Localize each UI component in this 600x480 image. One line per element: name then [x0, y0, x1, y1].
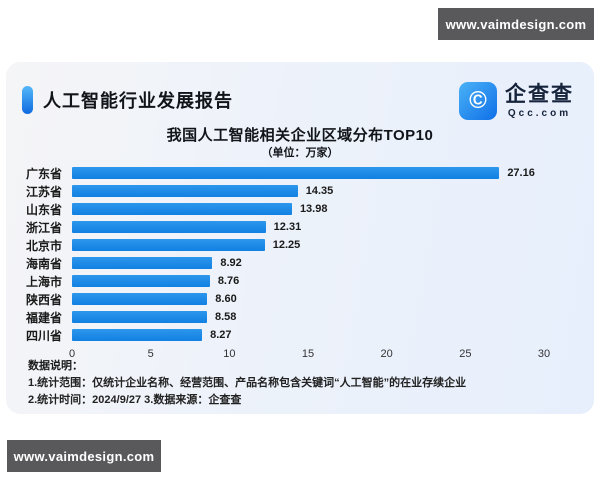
qcc-logo-text: 企查查 Qcc.com: [505, 84, 574, 119]
notes-line-2: 2.统计时间：2024/9/27 3.数据来源：企查查: [28, 394, 242, 406]
title-accent-bar: [22, 86, 33, 114]
x-axis-tick-label: 0: [68, 348, 76, 360]
bar-row: 北京市 12.25: [26, 236, 584, 254]
card-header: 人工智能行业发展报告 © 企查查 Qcc.com: [22, 82, 578, 120]
qcc-logo: © 企查查 Qcc.com: [459, 82, 574, 120]
x-axis-tick-label: 25: [459, 348, 472, 360]
watermark-top-text: www.vaimdesign.com: [445, 16, 587, 32]
bar-value-label: 8.58: [214, 311, 237, 323]
bar: [72, 257, 213, 269]
bar-value-label: 8.92: [220, 257, 242, 269]
bar-track: 8.92: [72, 257, 544, 269]
notes-heading: 数据说明：: [28, 360, 83, 372]
bar: [72, 221, 266, 233]
bar-track: 8.60: [72, 293, 544, 305]
bar-row: 海南省 8.92: [26, 254, 584, 272]
bar-category-label: 江苏省: [26, 184, 63, 199]
x-axis-tick-label: 20: [380, 348, 393, 360]
bar-chart: 广东省 27.16 江苏省 14.35 山东省 13.98 浙江省 12.31 北京市 12.25…: [26, 164, 584, 364]
x-axis: 0 5 10 15 20 25 30: [68, 348, 550, 364]
bar-category-label: 北京市: [26, 238, 63, 253]
bar: [72, 167, 500, 179]
bar-track: 12.25: [72, 239, 544, 251]
notes-line-1: 1.统计范围：仅统计企业名称、经营范围、产品名称包含关键词“人工智能”的在业存续…: [28, 377, 467, 389]
bar: [72, 203, 292, 215]
x-axis-tick-label: 30: [537, 348, 551, 360]
bar-row: 浙江省 12.31: [26, 218, 584, 236]
chart-title: 我国人工智能相关企业区域分布TOP10: [166, 127, 434, 144]
bar-row: 四川省 8.27: [26, 326, 584, 344]
bar-track: 12.31: [72, 221, 544, 233]
bar-value-label: 12.25: [272, 239, 301, 251]
bar-category-label: 浙江省: [26, 220, 63, 235]
bar-value-label: 8.60: [215, 293, 237, 305]
bar-row: 广东省 27.16: [26, 164, 584, 182]
bar: [72, 185, 298, 197]
x-axis-tick-label: 10: [223, 348, 236, 360]
bar-track: 14.35: [72, 185, 544, 197]
bar-track: 8.27: [72, 329, 544, 341]
bar-track: 8.58: [72, 311, 544, 323]
qcc-logo-name: 企查查: [505, 82, 574, 106]
bar-row: 福建省 8.58: [26, 308, 584, 326]
watermark-top: www.vaimdesign.com: [438, 8, 594, 40]
data-notes: 数据说明： 1.统计范围：仅统计企业名称、经营范围、产品名称包含关键词“人工智能…: [28, 358, 574, 409]
bar-value-label: 27.16: [507, 167, 535, 179]
chart-subtitle: （单位：万家）: [261, 147, 339, 159]
watermark-bottom-text: www.vaimdesign.com: [13, 448, 155, 464]
x-axis-tick-label: 15: [301, 348, 315, 360]
bar: [72, 311, 207, 323]
bar-track: 13.98: [72, 203, 544, 215]
bar-row: 江苏省 14.35: [26, 182, 584, 200]
bar-row: 上海市 8.76: [26, 272, 584, 290]
qcc-logo-icon: ©: [459, 82, 497, 120]
report-title-wrap: 人工智能行业发展报告: [22, 86, 233, 114]
bar-value-label: 8.27: [210, 329, 232, 341]
bar-category-label: 山东省: [26, 202, 63, 217]
bar-track: 27.16: [72, 167, 544, 179]
report-card: 人工智能行业发展报告 © 企查查 Qcc.com 我国人工智能相关企业区域分布T…: [6, 62, 594, 414]
bar-value-label: 12.31: [273, 221, 302, 233]
bar-category-label: 上海市: [26, 274, 63, 289]
bar-category-label: 海南省: [26, 256, 63, 271]
qcc-logo-domain: Qcc.com: [507, 107, 572, 119]
bar-rows: 广东省 27.16 江苏省 14.35 山东省 13.98 浙江省 12.31 北京市 12.25…: [26, 164, 584, 344]
x-axis-tick-label: 5: [147, 348, 154, 360]
bar-track: 8.76: [72, 275, 544, 287]
bar: [72, 293, 208, 305]
bar-category-label: 广东省: [26, 166, 63, 181]
bar-row: 山东省 13.98: [26, 200, 584, 218]
watermark-bottom: www.vaimdesign.com: [7, 440, 161, 472]
bar: [72, 239, 265, 251]
bar-value-label: 8.76: [217, 275, 240, 287]
bar-category-label: 四川省: [26, 328, 63, 343]
bar-category-label: 陕西省: [26, 292, 63, 307]
bar-category-label: 福建省: [26, 310, 63, 325]
bar-value-label: 14.35: [305, 185, 334, 197]
bar: [72, 329, 203, 341]
report-title: 人工智能行业发展报告: [43, 91, 233, 111]
bar-row: 陕西省 8.60: [26, 290, 584, 308]
bar-value-label: 13.98: [299, 203, 328, 215]
bar: [72, 275, 210, 287]
